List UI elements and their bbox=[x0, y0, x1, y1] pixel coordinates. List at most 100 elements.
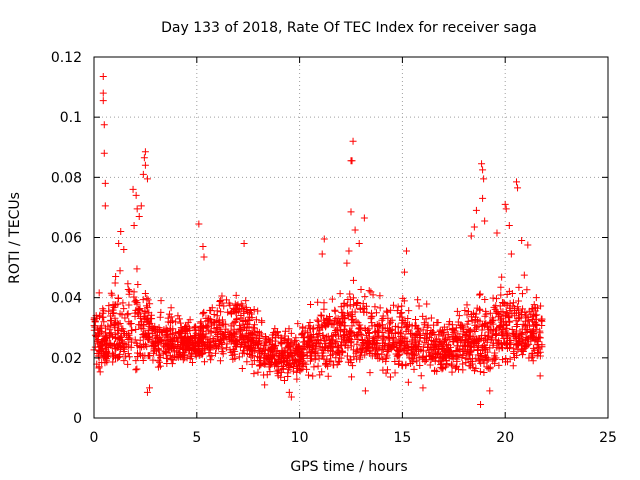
data-point bbox=[423, 300, 431, 308]
data-point bbox=[248, 360, 256, 368]
data-point bbox=[350, 301, 358, 309]
data-point bbox=[403, 349, 411, 357]
data-point bbox=[478, 343, 486, 351]
data-point bbox=[529, 317, 537, 325]
data-point bbox=[197, 337, 205, 345]
data-point bbox=[298, 331, 306, 339]
data-point bbox=[322, 340, 330, 348]
data-point bbox=[509, 299, 517, 307]
data-point bbox=[356, 304, 364, 312]
data-point-peak bbox=[146, 384, 154, 392]
data-point-peak bbox=[115, 240, 123, 248]
data-point bbox=[469, 355, 477, 363]
data-point bbox=[342, 341, 350, 349]
data-point bbox=[118, 311, 126, 319]
data-point bbox=[440, 329, 448, 337]
data-point bbox=[112, 272, 120, 280]
data-point bbox=[155, 351, 163, 359]
data-point bbox=[385, 327, 393, 335]
data-point bbox=[303, 352, 311, 360]
data-point-peak bbox=[502, 205, 510, 213]
data-point-peak bbox=[139, 170, 147, 178]
data-point bbox=[340, 302, 348, 310]
data-point bbox=[484, 332, 492, 340]
data-point-peak bbox=[101, 202, 109, 210]
data-point bbox=[219, 320, 227, 328]
data-point bbox=[466, 351, 474, 359]
data-point bbox=[373, 344, 381, 352]
data-point bbox=[471, 328, 479, 336]
data-point bbox=[305, 371, 313, 379]
data-point bbox=[284, 339, 292, 347]
data-point bbox=[351, 308, 359, 316]
data-point bbox=[262, 335, 270, 343]
data-point bbox=[431, 366, 439, 374]
data-point bbox=[496, 322, 504, 330]
data-point bbox=[281, 377, 289, 385]
data-point bbox=[532, 294, 540, 302]
data-point bbox=[277, 368, 285, 376]
data-point bbox=[238, 340, 246, 348]
data-point bbox=[497, 291, 505, 299]
data-point bbox=[359, 338, 367, 346]
data-point bbox=[326, 316, 334, 324]
x-tick-labels: 0 5 10 15 20 25 bbox=[90, 430, 617, 446]
data-point bbox=[99, 309, 107, 317]
data-point bbox=[278, 347, 286, 355]
data-point bbox=[215, 316, 223, 324]
data-point bbox=[492, 302, 500, 310]
data-point bbox=[191, 326, 199, 334]
data-point bbox=[242, 306, 250, 314]
data-point bbox=[188, 358, 196, 366]
data-point bbox=[405, 307, 413, 315]
data-point bbox=[493, 339, 501, 347]
data-point bbox=[247, 353, 255, 361]
data-point bbox=[379, 312, 387, 320]
data-point bbox=[178, 334, 186, 342]
data-point-peak bbox=[403, 247, 411, 255]
data-point bbox=[393, 352, 401, 360]
data-point bbox=[229, 307, 237, 315]
data-point bbox=[212, 341, 220, 349]
data-point bbox=[348, 373, 356, 381]
data-point-peak bbox=[318, 250, 326, 258]
data-point bbox=[271, 325, 279, 333]
data-point bbox=[215, 325, 223, 333]
data-point bbox=[416, 362, 424, 370]
data-point bbox=[508, 310, 516, 318]
data-point bbox=[438, 365, 446, 373]
data-point bbox=[171, 334, 179, 342]
data-point bbox=[404, 314, 412, 322]
data-point bbox=[213, 307, 221, 315]
data-point-peak bbox=[199, 243, 207, 251]
data-point bbox=[279, 365, 287, 373]
data-point bbox=[382, 369, 390, 377]
data-point bbox=[518, 290, 526, 298]
data-point bbox=[462, 354, 470, 362]
data-point bbox=[94, 331, 102, 339]
data-point bbox=[106, 333, 114, 341]
data-point bbox=[186, 316, 194, 324]
data-point bbox=[200, 358, 208, 366]
data-point bbox=[404, 378, 412, 386]
data-point bbox=[318, 368, 326, 376]
data-point bbox=[473, 324, 481, 332]
data-point bbox=[333, 337, 341, 345]
data-point bbox=[480, 369, 488, 377]
data-point bbox=[498, 332, 506, 340]
data-point bbox=[133, 298, 141, 306]
data-point bbox=[365, 325, 373, 333]
data-point bbox=[177, 324, 185, 332]
data-point bbox=[398, 309, 406, 317]
data-point bbox=[521, 317, 529, 325]
data-point bbox=[268, 345, 276, 353]
data-point bbox=[336, 290, 344, 298]
data-point bbox=[463, 301, 471, 309]
data-point-peak bbox=[133, 205, 141, 213]
data-point bbox=[334, 342, 342, 350]
data-point bbox=[167, 339, 175, 347]
data-point bbox=[524, 321, 532, 329]
data-point bbox=[202, 330, 210, 338]
data-point bbox=[238, 364, 246, 372]
